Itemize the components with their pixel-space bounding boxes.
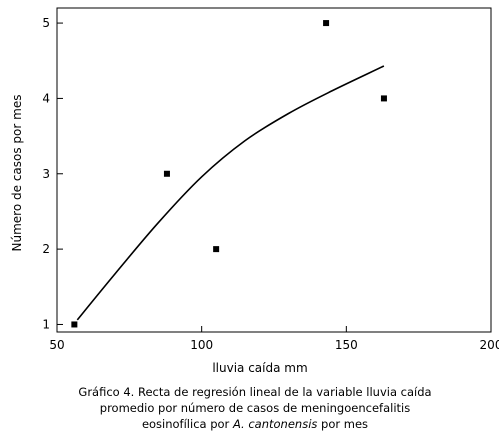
data-point xyxy=(71,321,78,328)
caption-line-1: Gráfico 4. Recta de regresión lineal de … xyxy=(78,385,432,399)
x-axis-ticks: 50 100 150 200 xyxy=(49,326,499,352)
regression-curve xyxy=(76,65,385,321)
x-tick-label: 50 xyxy=(49,338,64,352)
caption-line-3-suffix: por mes xyxy=(317,417,369,431)
y-tick-label: 4 xyxy=(42,91,50,105)
x-tick-label: 200 xyxy=(480,338,499,352)
data-point xyxy=(213,246,220,253)
figure-caption: Gráfico 4. Recta de regresión lineal de … xyxy=(20,384,490,432)
data-point xyxy=(323,20,330,27)
data-point xyxy=(163,170,170,177)
y-tick-label: 2 xyxy=(42,242,50,256)
scatter-chart: 50 100 150 200 1 2 3 4 5 lluvia caída mm Número… xyxy=(10,7,499,375)
x-tick-label: 150 xyxy=(335,338,358,352)
y-tick-label: 1 xyxy=(42,317,50,331)
x-axis-label: lluvia caída mm xyxy=(212,361,307,375)
caption-line-3: eosinofílica por A. cantonensis por mes xyxy=(20,416,490,432)
y-axis-label: Número de casos por mes xyxy=(10,95,24,252)
caption-species-name: A. cantonensis xyxy=(232,417,318,431)
data-point xyxy=(380,95,387,102)
data-points xyxy=(71,20,387,328)
caption-line-3-prefix: eosinofílica por xyxy=(141,417,233,431)
caption-line-2: promedio por número de casos de meningoe… xyxy=(99,401,411,415)
plot-frame xyxy=(56,7,492,333)
y-axis-ticks: 1 2 3 4 5 xyxy=(42,16,63,331)
y-tick-label: 3 xyxy=(42,167,50,181)
y-tick-label: 5 xyxy=(42,16,50,30)
x-tick-label: 100 xyxy=(190,338,213,352)
